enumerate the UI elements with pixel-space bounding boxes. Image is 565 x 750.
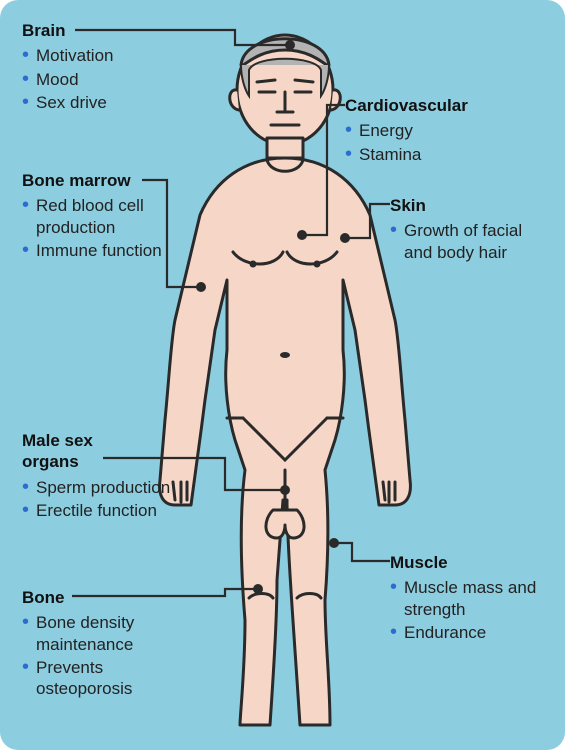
label-bone: Bone Bone density maintenancePrevents ost… — [22, 587, 182, 701]
label-item: Prevents osteoporosis — [22, 657, 182, 700]
label-item: Energy — [345, 120, 545, 141]
label-title: Bone marrow — [22, 170, 182, 191]
label-title: Bone — [22, 587, 182, 608]
label-item: Sex drive — [22, 92, 172, 113]
label-items: Energy Stamina — [345, 120, 545, 165]
label-items: Sperm productionErectile function — [22, 477, 182, 522]
label-item: Erectile function — [22, 500, 182, 521]
label-item: Endurance — [390, 622, 550, 643]
label-items: Growth of facial and body hair — [390, 220, 550, 263]
label-items: Red blood cell productionImmune function — [22, 195, 182, 261]
label-item: Growth of facial and body hair — [390, 220, 550, 263]
label-title: Cardiovascular — [345, 95, 545, 116]
label-item: Mood — [22, 69, 172, 90]
label-bonemarrow: Bone marrow Red blood cell productionImmu… — [22, 170, 182, 263]
label-title: Skin — [390, 195, 550, 216]
label-skin: Skin Growth of facial and body hair — [390, 195, 550, 265]
label-item: Sperm production — [22, 477, 182, 498]
label-item: Red blood cell production — [22, 195, 182, 238]
anatomy-diagram: Brain Motivation MoodSex drive Cardiovascul… — [0, 0, 565, 750]
label-title: Brain — [22, 20, 172, 41]
label-item: Muscle mass and strength — [390, 577, 550, 620]
label-title: Muscle — [390, 552, 550, 573]
label-items: Bone density maintenancePrevents osteopo… — [22, 612, 182, 699]
label-cardiovascular: Cardiovascular Energy Stamina — [345, 95, 545, 167]
label-muscle: Muscle Muscle mass and strengthEndurance — [390, 552, 550, 645]
label-item: Immune function — [22, 240, 182, 261]
label-item: Bone density maintenance — [22, 612, 182, 655]
label-title: Male sex organs — [22, 430, 122, 473]
label-brain: Brain Motivation MoodSex drive — [22, 20, 172, 115]
label-items: Muscle mass and strengthEndurance — [390, 577, 550, 643]
label-malesex: Male sex organsSperm productionErectile … — [22, 430, 182, 523]
label-items: Motivation MoodSex drive — [22, 45, 172, 113]
label-item: Motivation — [22, 45, 172, 66]
label-item: Stamina — [345, 144, 545, 165]
